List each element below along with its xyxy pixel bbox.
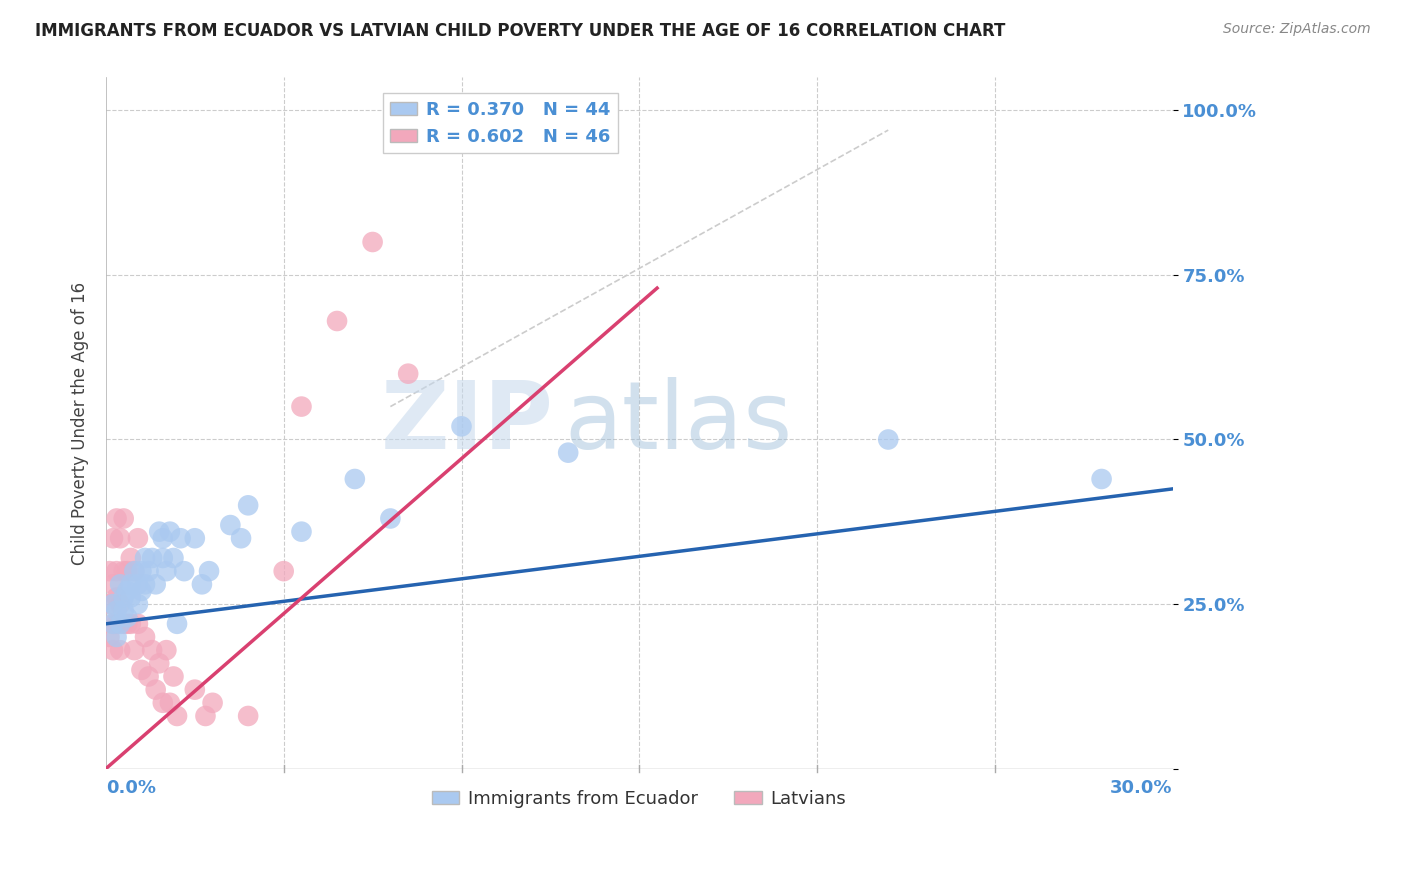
Point <box>124 564 146 578</box>
Point <box>131 663 153 677</box>
Text: IMMIGRANTS FROM ECUADOR VS LATVIAN CHILD POVERTY UNDER THE AGE OF 16 CORRELATION: IMMIGRANTS FROM ECUADOR VS LATVIAN CHILD… <box>35 22 1005 40</box>
Point <box>101 577 124 591</box>
Point <box>173 564 195 578</box>
Point <box>98 564 121 578</box>
Point <box>166 709 188 723</box>
Point <box>184 531 207 545</box>
Point <box>120 616 142 631</box>
Point <box>219 518 242 533</box>
Point <box>198 564 221 578</box>
Point <box>120 591 142 605</box>
Text: ZIP: ZIP <box>381 377 554 469</box>
Point <box>124 564 146 578</box>
Point <box>115 616 138 631</box>
Point <box>112 616 135 631</box>
Point <box>148 657 170 671</box>
Point <box>108 616 131 631</box>
Point <box>557 445 579 459</box>
Point <box>105 604 128 618</box>
Point <box>115 564 138 578</box>
Point <box>112 564 135 578</box>
Point <box>141 643 163 657</box>
Point <box>127 531 149 545</box>
Point <box>236 709 259 723</box>
Legend: Immigrants from Ecuador, Latvians: Immigrants from Ecuador, Latvians <box>425 782 853 815</box>
Point <box>326 314 349 328</box>
Point <box>201 696 224 710</box>
Y-axis label: Child Poverty Under the Age of 16: Child Poverty Under the Age of 16 <box>72 282 89 565</box>
Point <box>105 591 128 605</box>
Point <box>127 616 149 631</box>
Point <box>396 367 419 381</box>
Point <box>105 616 128 631</box>
Point <box>112 604 135 618</box>
Text: 0.0%: 0.0% <box>105 779 156 797</box>
Point <box>131 583 153 598</box>
Point <box>194 709 217 723</box>
Point <box>877 433 900 447</box>
Point <box>108 531 131 545</box>
Point <box>127 597 149 611</box>
Point <box>141 551 163 566</box>
Point <box>184 682 207 697</box>
Point <box>120 577 142 591</box>
Point <box>138 564 160 578</box>
Point <box>131 564 153 578</box>
Point <box>115 583 138 598</box>
Point <box>273 564 295 578</box>
Point <box>112 511 135 525</box>
Point <box>98 630 121 644</box>
Point <box>105 511 128 525</box>
Point <box>101 616 124 631</box>
Point <box>101 616 124 631</box>
Point <box>134 630 156 644</box>
Point <box>155 564 177 578</box>
Point <box>101 531 124 545</box>
Point <box>166 616 188 631</box>
Point <box>152 696 174 710</box>
Point <box>191 577 214 591</box>
Point <box>159 696 181 710</box>
Point <box>124 643 146 657</box>
Point <box>290 524 312 539</box>
Point <box>138 669 160 683</box>
Point <box>101 597 124 611</box>
Point <box>108 643 131 657</box>
Point <box>112 591 135 605</box>
Point <box>145 682 167 697</box>
Point <box>229 531 252 545</box>
Point <box>115 610 138 624</box>
Point <box>108 597 131 611</box>
Point <box>236 499 259 513</box>
Text: atlas: atlas <box>565 377 793 469</box>
Point <box>343 472 366 486</box>
Point <box>145 577 167 591</box>
Point <box>159 524 181 539</box>
Point <box>108 577 131 591</box>
Point <box>105 630 128 644</box>
Point <box>134 551 156 566</box>
Point <box>380 511 402 525</box>
Point <box>290 400 312 414</box>
Point <box>361 235 384 249</box>
Point <box>101 643 124 657</box>
Point <box>450 419 472 434</box>
Point <box>169 531 191 545</box>
Point <box>148 524 170 539</box>
Point <box>162 551 184 566</box>
Point <box>155 643 177 657</box>
Point <box>127 577 149 591</box>
Point <box>134 577 156 591</box>
Point <box>152 551 174 566</box>
Point <box>152 531 174 545</box>
Point <box>1090 472 1112 486</box>
Point <box>162 669 184 683</box>
Point <box>522 123 544 137</box>
Point <box>98 597 121 611</box>
Point <box>120 551 142 566</box>
Text: 30.0%: 30.0% <box>1111 779 1173 797</box>
Text: Source: ZipAtlas.com: Source: ZipAtlas.com <box>1223 22 1371 37</box>
Point <box>105 564 128 578</box>
